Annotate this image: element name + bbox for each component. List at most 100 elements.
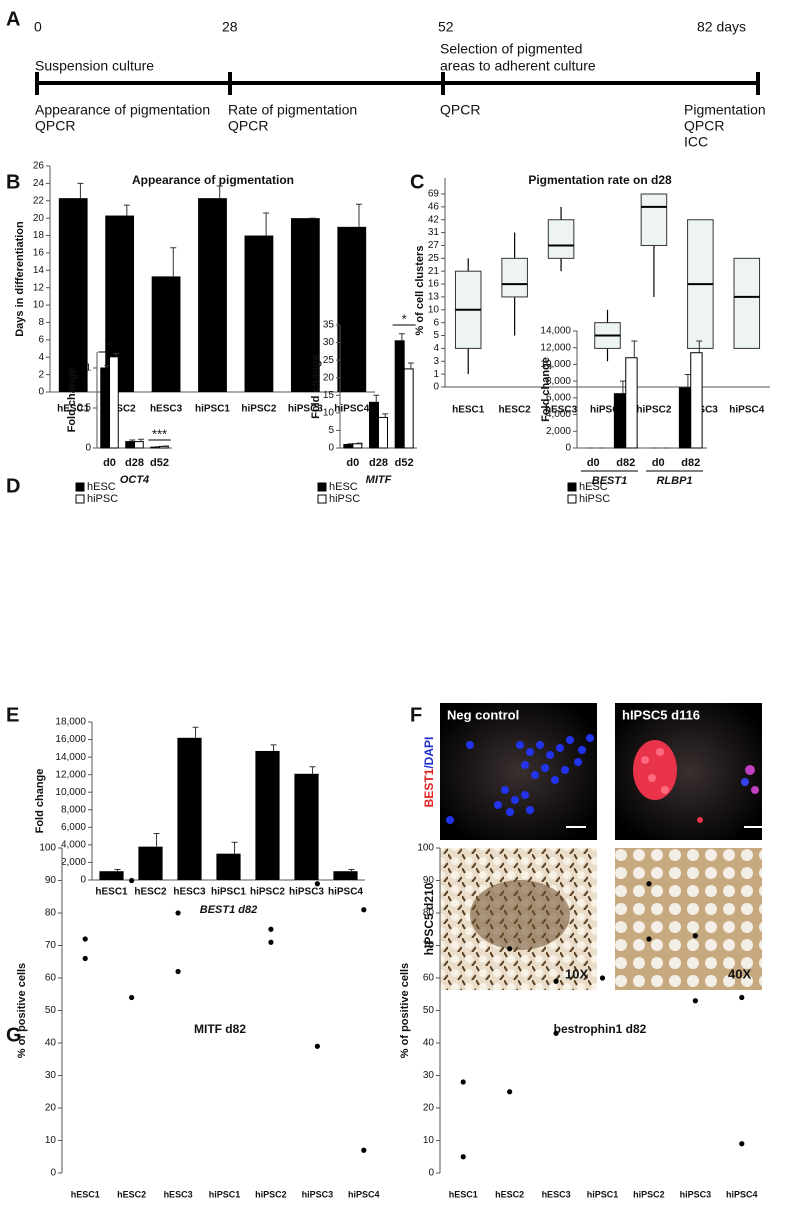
x-axis-label: MITF [366,474,392,486]
x-tick-label: hiPSC2 [250,887,285,898]
x-tick-label: hESC1 [95,887,128,898]
error-bar [348,868,355,872]
y-tick-label: 10 [33,300,45,311]
timeline-note: Appearance of pigmentation [35,102,210,118]
legend-label: hESC [579,481,608,493]
x-tick-label: hESC1 [452,405,485,416]
y-tick-label: 0 [80,875,86,886]
bar [290,218,320,392]
y-tick-label: 69 [428,189,440,200]
x-tick-label: d82 [681,457,700,469]
error-bar [263,212,270,236]
bar [159,445,169,449]
x-tick-label: hiPSC4 [726,1189,758,1199]
box [640,193,668,246]
y-tick-label: 90 [423,875,435,886]
x-axis-label: OCT4 [120,474,149,486]
chart-title: Pigmentation rate on d28 [528,173,672,187]
bar [690,352,703,449]
annotation: *** [152,426,167,441]
y-tick-label: 5 [433,330,439,341]
box [733,257,761,349]
y-tick-label: 4,000 [61,840,86,851]
x-tick-label: hiPSC2 [633,1189,665,1199]
y-tick-label: 14,000 [55,752,86,763]
point [129,877,135,884]
legend-label: hESC [329,481,358,493]
y-tick-label: 0 [565,443,571,454]
y-tick-label: 70 [45,940,57,951]
x-tick-label: d0 [587,457,600,469]
y-tick-label: 24 [33,178,45,189]
panel-label: A [6,8,20,30]
y-axis-label: Fold change [310,354,322,419]
y-tick-label: 70 [423,940,435,951]
timeline-note: Rate of pigmentation [228,102,357,118]
y-axis-label: % of positive cells [399,963,411,1058]
point [460,1079,466,1085]
y-tick-label: 100 [39,843,56,854]
error-bar [216,185,223,199]
bar [333,871,358,880]
error-bar [684,373,691,388]
bar [244,235,274,392]
timeline-stage: areas to adherent culture [440,58,596,74]
bar [150,446,160,449]
bar [369,401,379,449]
error-bar [373,394,380,403]
bar [216,853,241,880]
image-title: hIPSC5 d116 [622,707,700,722]
y-tick-label: 30 [45,1070,57,1081]
y-tick-label: 25 [428,253,440,264]
timeline-note: QPCR [35,118,75,134]
y-tick-label: 18 [33,230,45,241]
error-bar [309,766,316,774]
panel-label: B [6,171,20,193]
y-tick-label: 3 [433,356,439,367]
y-tick-label: 1 [433,369,439,380]
y-tick-label: 60 [45,973,57,984]
x-tick-label: hESC2 [117,1189,146,1199]
timeline-note: QPCR [228,118,268,134]
point [361,907,367,913]
x-tick-label: d52 [395,457,414,469]
error-bar [113,353,120,357]
y-tick-label: 10 [428,304,440,315]
point [361,1147,367,1153]
y-axis-label: Fold change [34,769,46,834]
error-bar [270,744,277,751]
timeline-stage: Selection of pigmented [440,41,582,57]
error-bar [696,340,703,353]
y-tick-label: 40 [423,1038,435,1049]
timeline-stage: Suspension culture [35,58,154,74]
bar [337,226,367,392]
point [739,1141,745,1147]
bar [125,441,135,449]
stain-red: BEST1 [422,768,436,807]
y-tick-label: 0 [428,1168,434,1179]
micrograph [615,848,762,990]
x-tick-label: hiPSC4 [348,1189,380,1199]
error-bar [170,247,177,277]
y-tick-label: 14 [33,265,45,276]
y-tick-label: 50 [45,1005,57,1016]
x-tick-label: hESC3 [150,404,183,415]
y-tick-label: 26 [33,161,45,172]
bar [151,276,181,392]
x-tick-label: d28 [369,457,388,469]
y-tick-label: 27 [428,240,440,251]
x-tick-label: hESC3 [542,1189,571,1199]
x-tick-label: hiPSC1 [590,405,625,416]
error-bar [114,868,121,872]
chart-title: MITF d82 [194,1022,246,1036]
panel-label: D [6,475,20,497]
x-tick-label: hiPSC1 [211,887,246,898]
y-tick-label: 10 [45,1135,57,1146]
point [646,936,652,942]
y-tick-label: 31 [428,227,440,238]
y-tick-label: 80 [45,908,57,919]
y-tick-label: 2,000 [61,857,86,868]
y-tick-label: 42 [428,214,440,225]
y-tick-label: 60 [423,973,435,984]
y-tick-label: 16,000 [55,734,86,745]
